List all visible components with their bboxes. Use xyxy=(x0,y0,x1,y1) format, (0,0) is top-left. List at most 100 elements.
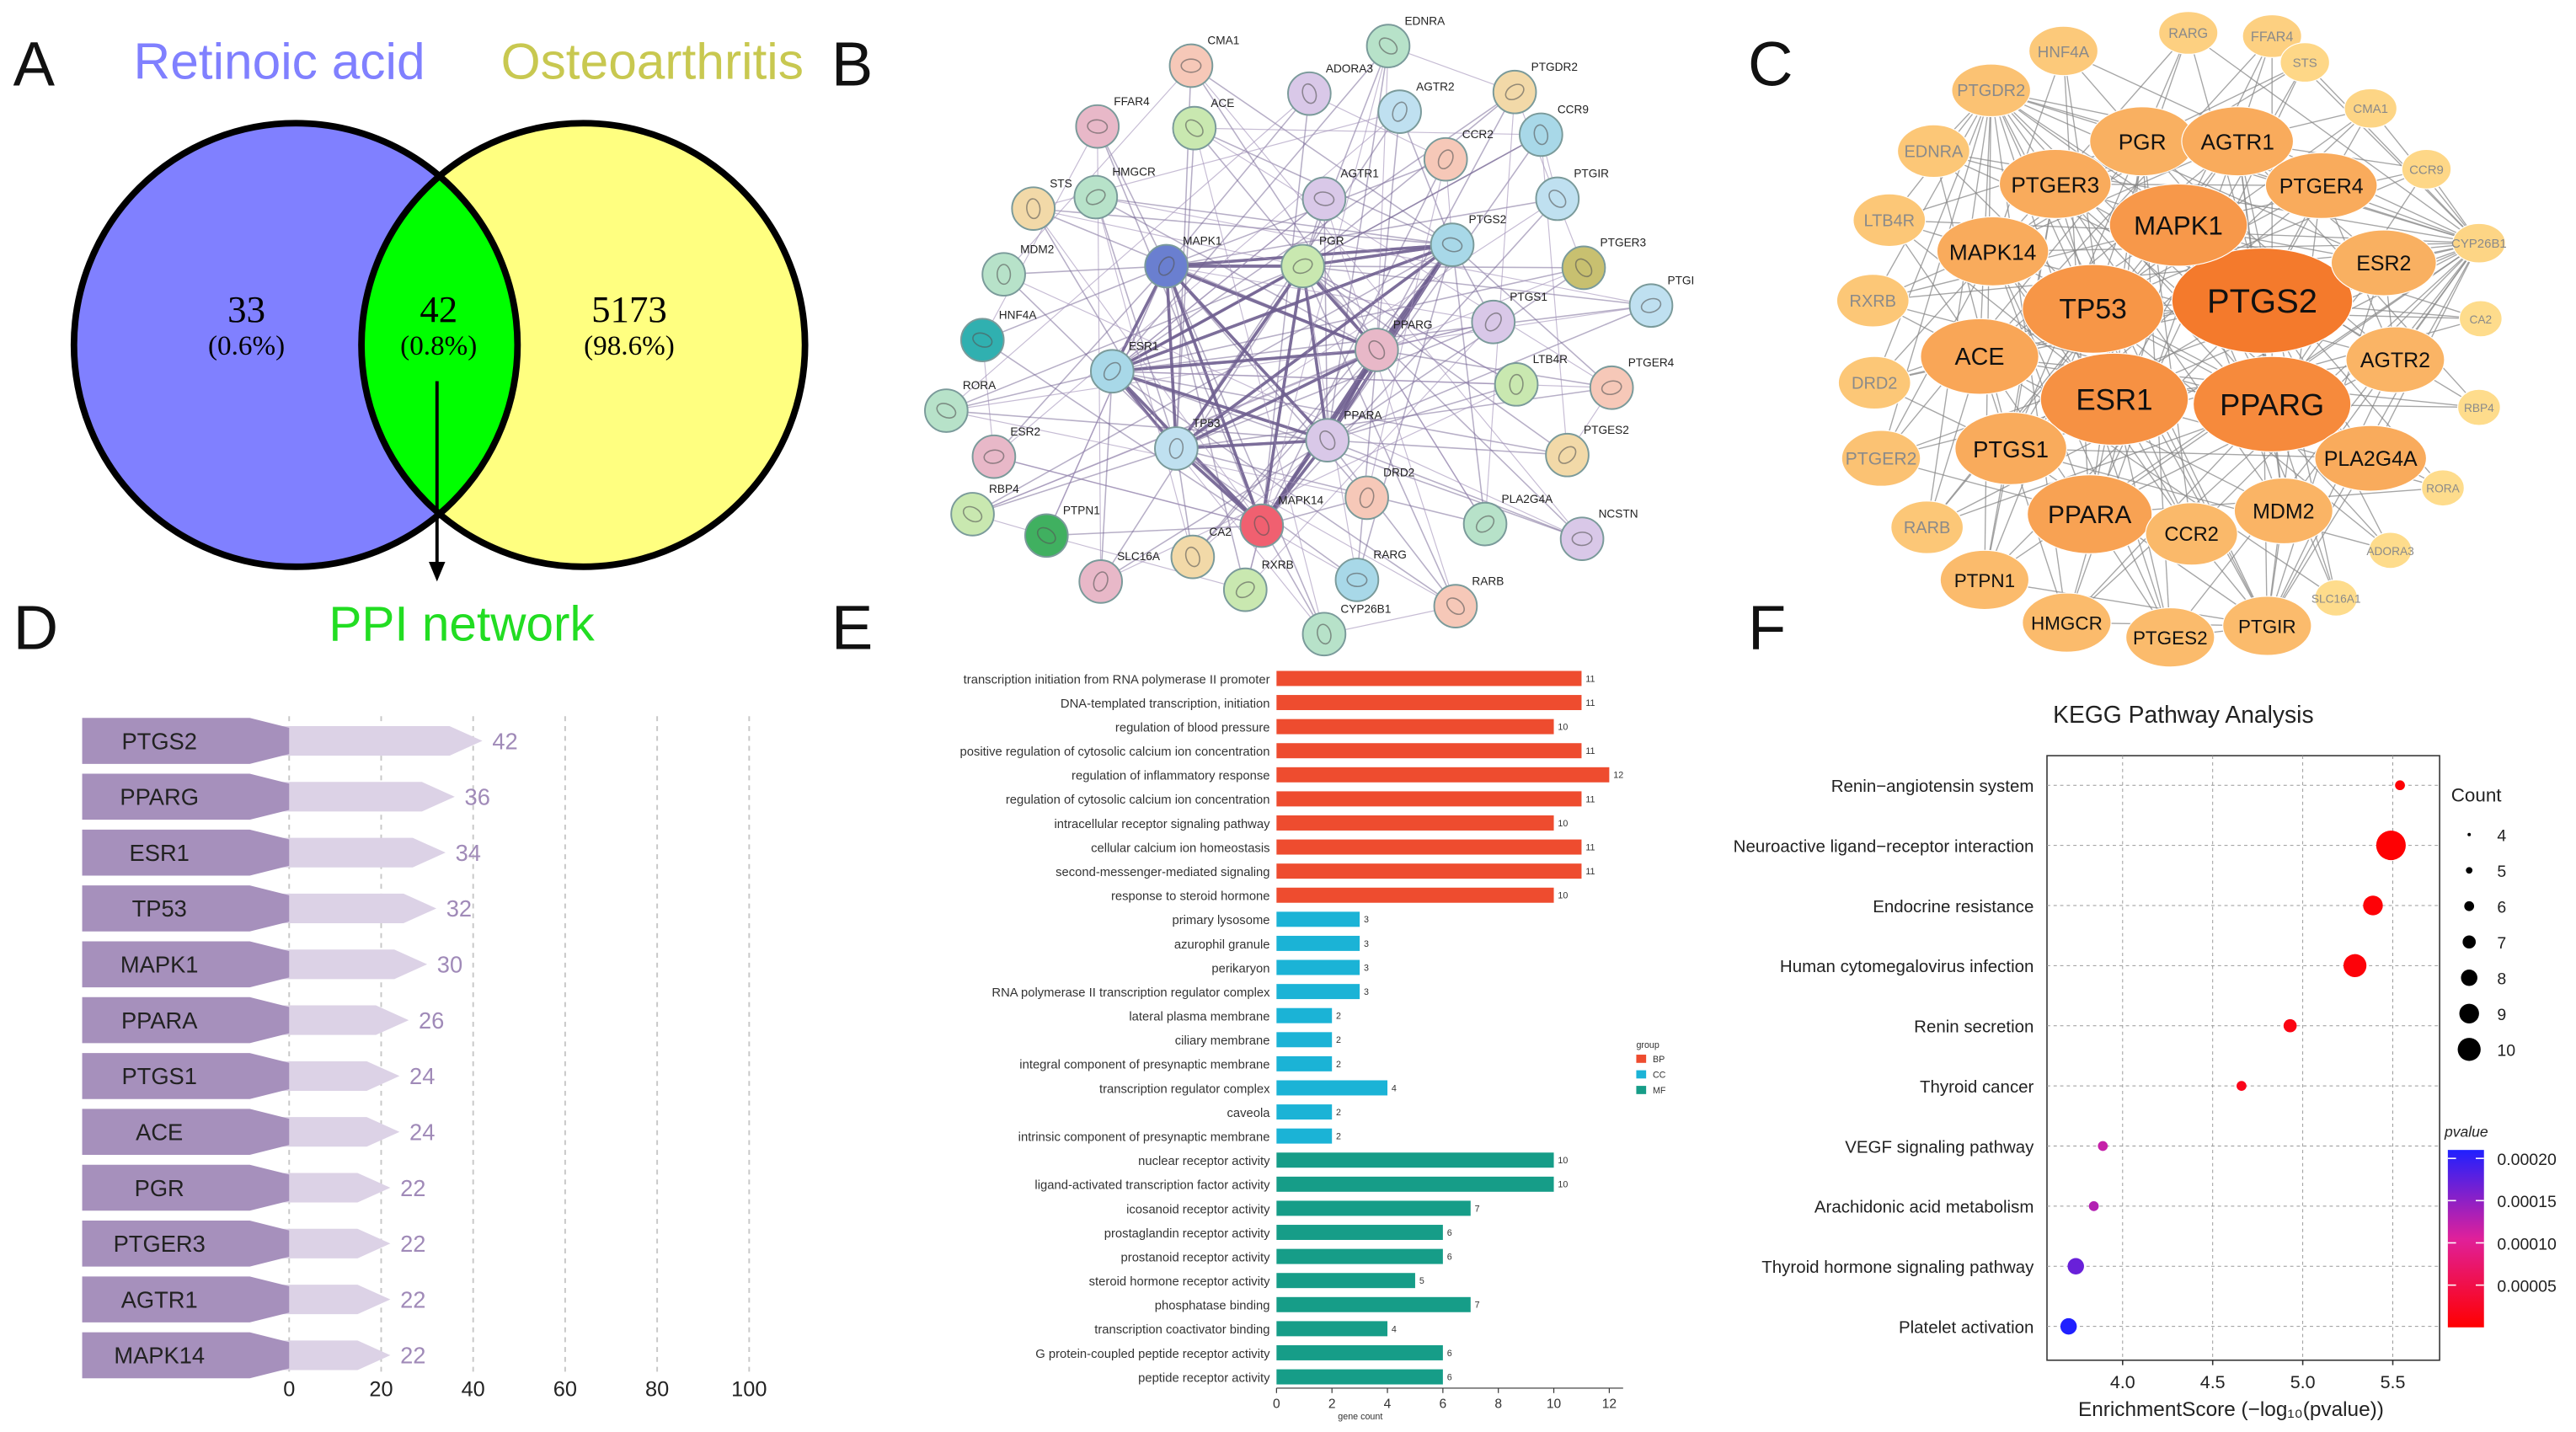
value-label: 26 xyxy=(419,1007,444,1034)
value-label: 6 xyxy=(1447,1253,1452,1263)
edge xyxy=(1190,65,1453,246)
node xyxy=(2233,477,2333,545)
colorbar-label: 0.00010 xyxy=(2497,1235,2557,1253)
bar xyxy=(1276,1128,1333,1144)
category-label: VEGF signaling pathway xyxy=(1845,1137,2034,1157)
edge xyxy=(1261,198,1558,526)
node-label: CCR2 xyxy=(2164,524,2219,546)
node xyxy=(2344,88,2397,129)
node-label: CYP26B1 xyxy=(2451,237,2507,251)
value-label: 4 xyxy=(1392,1083,1397,1093)
node xyxy=(1377,89,1422,134)
region-count: 33 xyxy=(227,288,265,330)
node xyxy=(1301,176,1347,222)
category-box xyxy=(82,718,290,764)
node xyxy=(1998,148,2112,219)
node xyxy=(1519,112,1563,158)
category-label: perikaryon xyxy=(1211,962,1269,975)
edge xyxy=(1099,371,1114,582)
edge xyxy=(1376,111,1401,350)
node xyxy=(1430,222,1475,267)
node xyxy=(1836,274,1910,328)
node-label: STS xyxy=(1050,177,1072,190)
category-label: caveola xyxy=(1227,1107,1270,1120)
edge xyxy=(1097,126,1168,267)
category-label: second-messenger-mediated signaling xyxy=(1056,866,1269,879)
node-label: ADORA3 xyxy=(1326,62,1373,75)
node-label: PTGIR xyxy=(1574,168,1609,180)
node-structure xyxy=(972,332,993,348)
x-tick-label: 8 xyxy=(1494,1397,1502,1411)
node xyxy=(2242,13,2302,58)
bar xyxy=(1276,887,1554,903)
category-label: intrinsic component of presynaptic membr… xyxy=(1018,1131,1270,1145)
set-label: Osteoarthritis xyxy=(501,33,804,90)
node xyxy=(1168,43,1214,88)
node xyxy=(2279,42,2331,83)
category-label: PTGER3 xyxy=(114,1231,206,1257)
node-structure xyxy=(1180,58,1202,73)
legend-title: group xyxy=(1636,1040,1659,1050)
edge xyxy=(1323,606,1456,635)
category-box xyxy=(82,885,290,932)
node-structure xyxy=(1504,83,1525,101)
node xyxy=(2145,502,2238,566)
node xyxy=(1936,216,2050,286)
edge xyxy=(1095,196,1453,246)
category-box xyxy=(82,1332,290,1379)
category-label: regulation of cytosolic calcium ion conc… xyxy=(1006,793,1270,807)
edge xyxy=(946,265,1303,412)
bar xyxy=(1276,815,1554,831)
node-label: PTGDR2 xyxy=(1531,61,1578,73)
value-label: 10 xyxy=(1558,723,1568,733)
node xyxy=(1837,355,1911,410)
value-label: 11 xyxy=(1585,674,1595,684)
bar xyxy=(1276,743,1582,759)
arrow-head xyxy=(429,561,446,582)
value-label: 32 xyxy=(446,895,472,922)
point xyxy=(2376,831,2406,861)
point xyxy=(2283,1018,2297,1033)
node-label: AGTR2 xyxy=(1416,80,1454,93)
value-label: 24 xyxy=(409,1063,435,1089)
node xyxy=(2108,183,2248,267)
size-legend-dot xyxy=(2464,900,2475,911)
category-label: transcription initiation from RNA polyme… xyxy=(964,673,1270,687)
category-label: regulation of inflammatory response xyxy=(1072,770,1269,783)
node xyxy=(1494,362,1539,407)
node-label: PTGIR xyxy=(2238,617,2296,638)
value-label: 30 xyxy=(437,952,462,978)
edge xyxy=(945,93,1310,411)
node xyxy=(981,252,1026,297)
region-percent: (0.6%) xyxy=(208,330,285,361)
category-box xyxy=(82,1164,290,1211)
value-label: 10 xyxy=(1558,1180,1568,1190)
node-label: ESR1 xyxy=(2076,383,2152,416)
point xyxy=(2088,1200,2099,1211)
category-label: primary lysosome xyxy=(1172,914,1269,927)
edge xyxy=(1194,127,1377,350)
edge xyxy=(1244,45,1389,590)
plot-area xyxy=(2046,755,2440,1361)
edge xyxy=(1302,265,1652,307)
node-structure xyxy=(1368,339,1386,360)
edge xyxy=(1033,208,1303,267)
node xyxy=(2264,152,2378,219)
point xyxy=(2237,1081,2247,1091)
node xyxy=(1561,245,1606,291)
node-structure xyxy=(1392,101,1408,122)
edge xyxy=(2010,32,2189,449)
node xyxy=(959,318,1005,363)
node xyxy=(1301,612,1347,657)
node xyxy=(1535,176,1580,222)
category-label: PPARG xyxy=(120,784,199,810)
edge xyxy=(1176,438,1328,451)
value-label: 2 xyxy=(1336,1108,1341,1118)
node-label: EDNRA xyxy=(1404,14,1446,27)
node-label: RARG xyxy=(2168,26,2208,41)
edge xyxy=(1327,440,1456,607)
color-legend-title: pvalue xyxy=(2444,1124,2488,1141)
category-label: intracellular receptor signaling pathway xyxy=(1054,818,1270,831)
node-label: RARB xyxy=(1472,574,1504,587)
